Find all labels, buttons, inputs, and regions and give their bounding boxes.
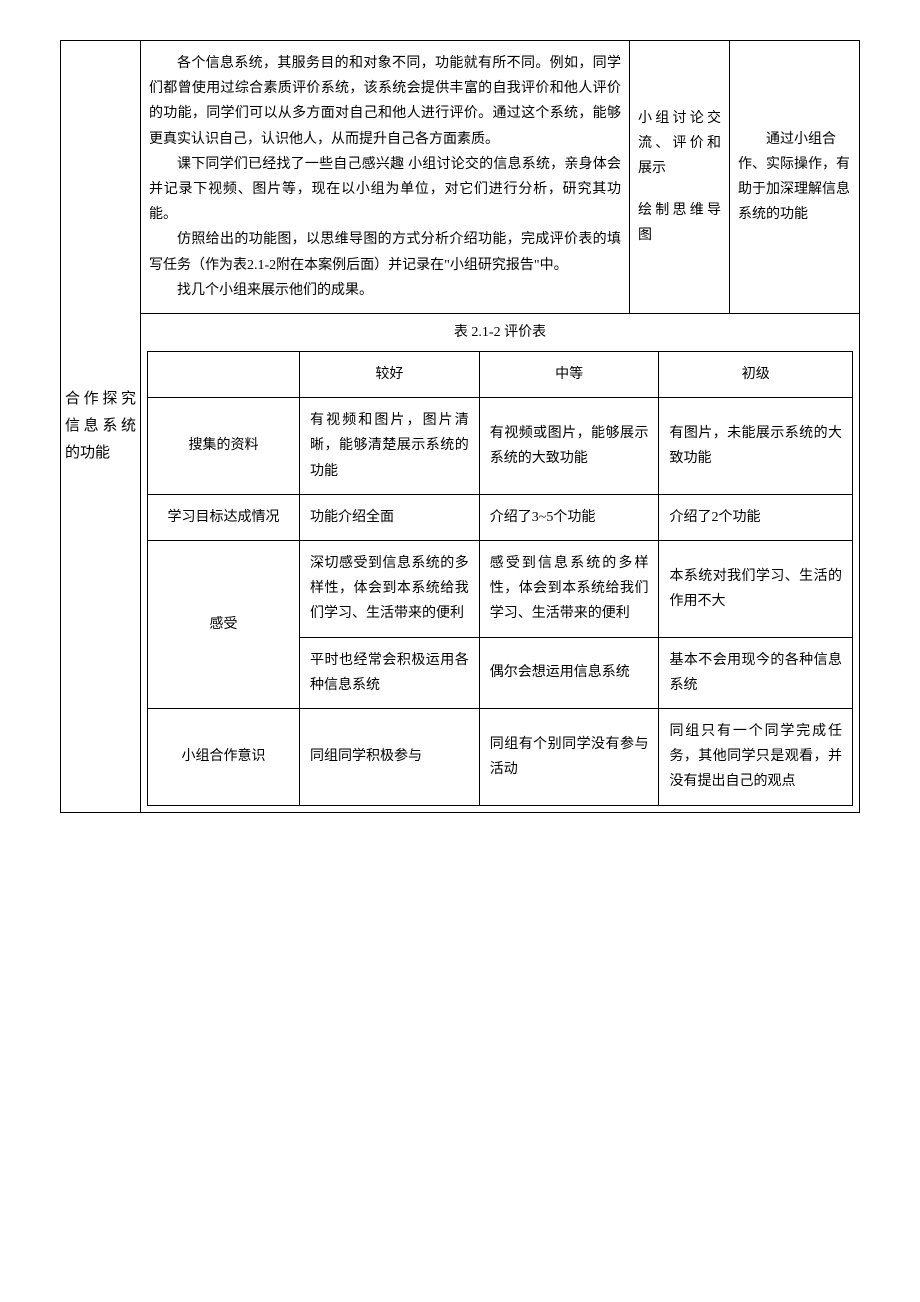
eval-materials-beginner: 有图片，未能展示系统的大致功能: [659, 398, 853, 495]
eval-teamwork-good: 同组同学积极参与: [300, 708, 480, 805]
eval-row-feeling-1: 感受 深切感受到信息系统的多样性，体会到本系统给我们学习、生活带来的便利 感受到…: [148, 541, 853, 638]
eval-header-beginner: 初级: [659, 352, 853, 398]
eval-usage-mid: 偶尔会想运用信息系统: [479, 637, 659, 708]
eval-label-goals: 学习目标达成情况: [148, 494, 300, 540]
teacher-activity-text: 各个信息系统，其服务目的和对象不同，功能就有所不同。例如，同学们都曾使用过综合素…: [141, 41, 630, 314]
eval-label-materials: 搜集的资料: [148, 398, 300, 495]
eval-teamwork-beginner: 同组只有一个同学完成任务，其他同学只是观看，并没有提出自己的观点: [659, 708, 853, 805]
paragraph-3: 仿照给出的功能图，以思维导图的方式分析介绍功能，完成评价表的填写任务（作为表2.…: [149, 227, 621, 277]
eval-usage-good: 平时也经常会积极运用各种信息系统: [300, 637, 480, 708]
eval-row-teamwork: 小组合作意识 同组同学积极参与 同组有个别同学没有参与活动 同组只有一个同学完成…: [148, 708, 853, 805]
eval-label-teamwork: 小组合作意识: [148, 708, 300, 805]
eval-label-feeling: 感受: [148, 541, 300, 709]
design-intent-cell: 通过小组合作、实际操作，有助于加深理解信息系统的功能: [730, 41, 860, 314]
eval-feeling-beginner: 本系统对我们学习、生活的作用不大: [659, 541, 853, 638]
eval-header-good: 较好: [300, 352, 480, 398]
main-content-row: 合作探究信息系统的功能 各个信息系统，其服务目的和对象不同，功能就有所不同。例如…: [61, 41, 860, 314]
student-activity-cell: 小组讨论交流、评价和展示 绘制思维导图: [630, 41, 730, 314]
eval-feeling-mid: 感受到信息系统的多样性，体会到本系统给我们学习、生活带来的便利: [479, 541, 659, 638]
evaluation-table: 较好 中等 初级 搜集的资料 有视频和图片，图片清晰，能够清楚展示系统的功能 有…: [147, 351, 853, 805]
eval-materials-mid: 有视频或图片，能够展示系统的大致功能: [479, 398, 659, 495]
eval-goals-beginner: 介绍了2个功能: [659, 494, 853, 540]
eval-header-blank: [148, 352, 300, 398]
paragraph-4: 找几个小组来展示他们的成果。: [149, 278, 621, 303]
eval-goals-good: 功能介绍全面: [300, 494, 480, 540]
design-intent-text: 通过小组合作、实际操作，有助于加深理解信息系统的功能: [738, 127, 851, 228]
eval-header-row: 较好 中等 初级: [148, 352, 853, 398]
eval-row-materials: 搜集的资料 有视频和图片，图片清晰，能够清楚展示系统的功能 有视频或图片，能够展…: [148, 398, 853, 495]
student-activity-2: 绘制思维导图: [638, 198, 721, 248]
lesson-plan-table: 合作探究信息系统的功能 各个信息系统，其服务目的和对象不同，功能就有所不同。例如…: [60, 40, 860, 813]
eval-header-mid: 中等: [479, 352, 659, 398]
evaluation-cell: 表 2.1-2 评价表 较好 中等 初级 搜集的资料 有视频和图片，图片清晰，能…: [141, 313, 860, 812]
evaluation-row: 表 2.1-2 评价表 较好 中等 初级 搜集的资料 有视频和图片，图片清晰，能…: [61, 313, 860, 812]
section-label: 合作探究信息系统的功能: [61, 41, 141, 813]
eval-materials-good: 有视频和图片，图片清晰，能够清楚展示系统的功能: [300, 398, 480, 495]
eval-feeling-good: 深切感受到信息系统的多样性，体会到本系统给我们学习、生活带来的便利: [300, 541, 480, 638]
eval-row-goals: 学习目标达成情况 功能介绍全面 介绍了3~5个功能 介绍了2个功能: [148, 494, 853, 540]
evaluation-table-title: 表 2.1-2 评价表: [147, 320, 853, 345]
paragraph-1: 各个信息系统，其服务目的和对象不同，功能就有所不同。例如，同学们都曾使用过综合素…: [149, 51, 621, 152]
paragraph-2: 课下同学们已经找了一些自己感兴趣 小组讨论交的信息系统，亲身体会并记录下视频、图…: [149, 152, 621, 228]
eval-goals-mid: 介绍了3~5个功能: [479, 494, 659, 540]
student-activity-1: 小组讨论交流、评价和展示: [638, 106, 721, 182]
eval-teamwork-mid: 同组有个别同学没有参与活动: [479, 708, 659, 805]
eval-usage-beginner: 基本不会用现今的各种信息系统: [659, 637, 853, 708]
